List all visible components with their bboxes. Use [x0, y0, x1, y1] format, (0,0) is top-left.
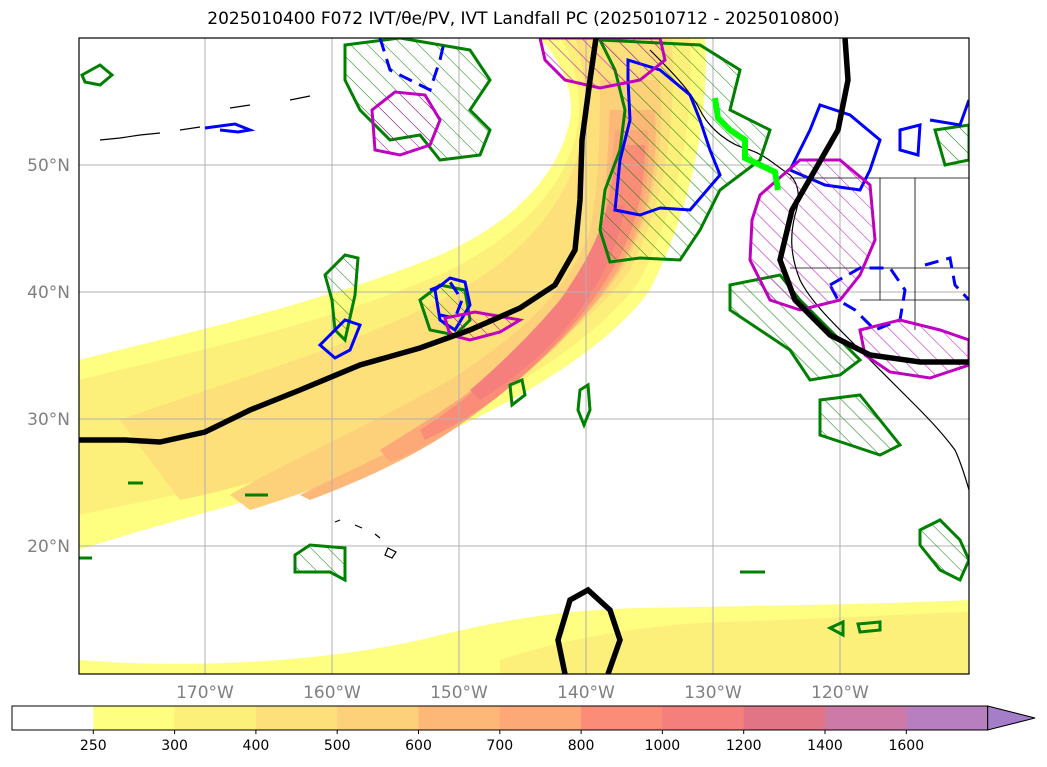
map-border: [78, 37, 970, 675]
colorbar-tick-label: 600: [405, 738, 432, 754]
lat-label-30: 30°N: [27, 410, 70, 430]
pv-region-small-2: [576, 382, 592, 430]
colorbar-tick-label: 700: [486, 738, 513, 754]
coastline-alaska-islands: [99, 95, 311, 141]
colorbar-segment: [581, 706, 663, 730]
pv-region-small-1: [508, 377, 527, 408]
pv-region-small-4: [79, 481, 268, 560]
pv-region-baja: [818, 393, 903, 457]
theta-e-solid-idaho: [898, 99, 969, 157]
colorbar-tick-label: 1400: [807, 738, 843, 754]
colorbar-segment: [337, 706, 419, 730]
longitude-labels: 170°W 160°W 150°W 140°W 130°W 120°W: [176, 683, 869, 703]
pv-region-east: [933, 123, 969, 167]
coastline-hawaii: [334, 519, 397, 559]
colorbar-tick-label: 1000: [645, 738, 681, 754]
lat-label-50: 50°N: [27, 156, 70, 176]
landfall-line: [712, 97, 781, 191]
colorbar-tick-label: 1600: [888, 738, 924, 754]
colorbar-segment: [662, 706, 745, 730]
theta-e-solid-39n: [433, 276, 472, 333]
colorbar-extend-arrow: [987, 705, 1036, 731]
theta-e-solid-coast: [613, 57, 722, 217]
colorbar-segment: [93, 706, 176, 730]
lon-label-140w: 140°W: [557, 683, 615, 703]
ivt-400-band: [120, 38, 673, 500]
colorbar: [11, 705, 1036, 731]
colorbar-tick-label: 800: [568, 738, 595, 754]
theta-e-dashed-nv: [924, 256, 969, 302]
lon-label-130w: 130°W: [684, 683, 742, 703]
lon-label-120w: 120°W: [811, 683, 869, 703]
colorbar-segment: [174, 706, 257, 730]
lat-label-40: 40°N: [27, 283, 70, 303]
pc-contours: [370, 38, 969, 380]
colorbar-tick-label: 250: [80, 738, 107, 754]
pv-region-west-edge: [80, 63, 115, 87]
colorbar-segment: [499, 706, 582, 730]
colorbar-segment: [255, 706, 338, 730]
theta-e-solid-aleutian: [204, 122, 256, 134]
ivt-contour-south: [555, 586, 623, 674]
pv-region-mexico: [918, 518, 969, 583]
lon-label-170w: 170°W: [176, 683, 234, 703]
ivt-south-inner-band: [500, 612, 969, 674]
colorbar-tick-label: 500: [324, 738, 351, 754]
lon-label-150w: 150°W: [430, 683, 488, 703]
colorbar-tick-label: 400: [243, 738, 270, 754]
pv-region-small-3: [740, 570, 882, 638]
lat-label-20: 20°N: [27, 537, 70, 557]
colorbar-segment: [743, 706, 826, 730]
ivt-contour-east: [777, 38, 969, 365]
latitude-labels: 50°N 40°N 30°N 20°N: [27, 156, 70, 557]
theta-e-dashed-north: [378, 38, 447, 93]
ivt-threshold-contours: [79, 38, 969, 674]
ivt-contour-main: [79, 38, 599, 445]
colorbar-segment: [12, 706, 94, 730]
pv-region-20n-160w: [293, 543, 347, 583]
colorbar-tick-labels: 250 300 400 500 600 700 800 1000 1200 1400 1600: [80, 730, 924, 754]
colorbar-segment: [418, 706, 501, 730]
pc-region-coast: [748, 158, 877, 312]
lon-label-160w: 160°W: [303, 683, 361, 703]
map-title: 2025010400 F072 IVT/θe/PV, IVT Landfall …: [207, 9, 840, 29]
colorbar-tick-label: 1200: [726, 738, 762, 754]
pv-region-40n-160w: [323, 253, 360, 343]
theta-e-solid-32n: [317, 318, 362, 360]
colorbar-segment: [825, 706, 907, 730]
ivt-shading: [79, 38, 969, 674]
colorbar-segment: [906, 706, 989, 730]
pv-region-coastal: [597, 38, 772, 264]
pc-region-north: [538, 38, 667, 90]
colorbar-tick-label: 300: [161, 738, 188, 754]
pc-region-gulf: [370, 90, 442, 157]
